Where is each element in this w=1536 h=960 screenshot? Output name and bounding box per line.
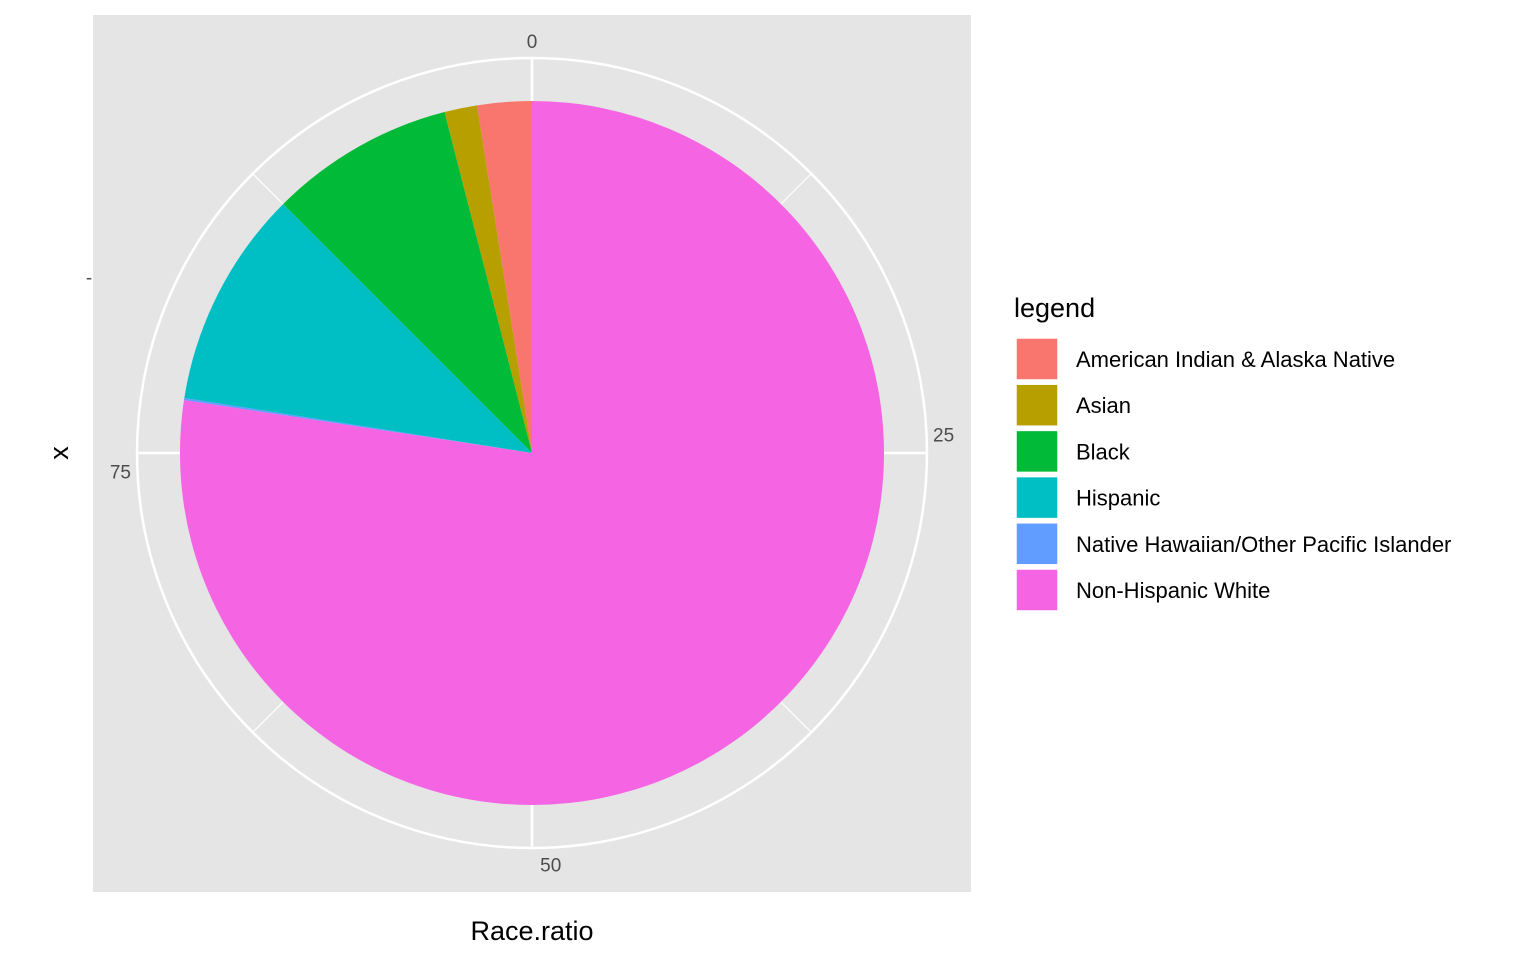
legend-label: Non-Hispanic White [1076,578,1270,603]
y-axis-tick-label: - [86,268,92,289]
grid-spoke-minor [252,701,284,733]
angle-tick-label: 75 [110,463,131,484]
grid-spoke-minor [780,173,812,205]
legend-key [1015,522,1059,566]
legend-label: Native Hawaiian/Other Pacific Islander [1076,532,1451,557]
legend-label: Black [1076,439,1131,464]
legend-title: legend [1014,293,1095,323]
slice-asian [444,105,532,453]
legend-key [1015,429,1059,474]
legend-label: Asian [1076,393,1131,418]
slice-black [283,112,532,453]
slice-non-hispanic-white [179,101,884,805]
slice-native-hawaiian-other-pacific-islander [183,397,533,453]
grid-spoke-minor [780,701,812,733]
grid-spoke-minor [252,173,284,205]
legend-key [1015,383,1059,427]
legend-label: Hispanic [1076,486,1160,511]
legend: American Indian & Alaska Native Asian Blac… [1015,337,1451,612]
y-axis-title: x [44,446,74,460]
pie-slices [179,101,884,805]
angle-ticks: 0 25 50 75 [110,32,954,877]
angle-tick-label: 0 [527,32,538,53]
legend-key [1015,337,1059,381]
slice-hispanic [184,204,532,453]
legend-key [1015,568,1059,612]
x-axis-title: Race.ratio [470,916,593,946]
legend-label: American Indian & Alaska Native [1076,347,1395,372]
slice-american-indian-alaska-native [476,101,532,453]
angle-tick-label: 50 [540,856,561,877]
legend-key [1015,475,1059,520]
angle-tick-label: 25 [933,425,954,446]
